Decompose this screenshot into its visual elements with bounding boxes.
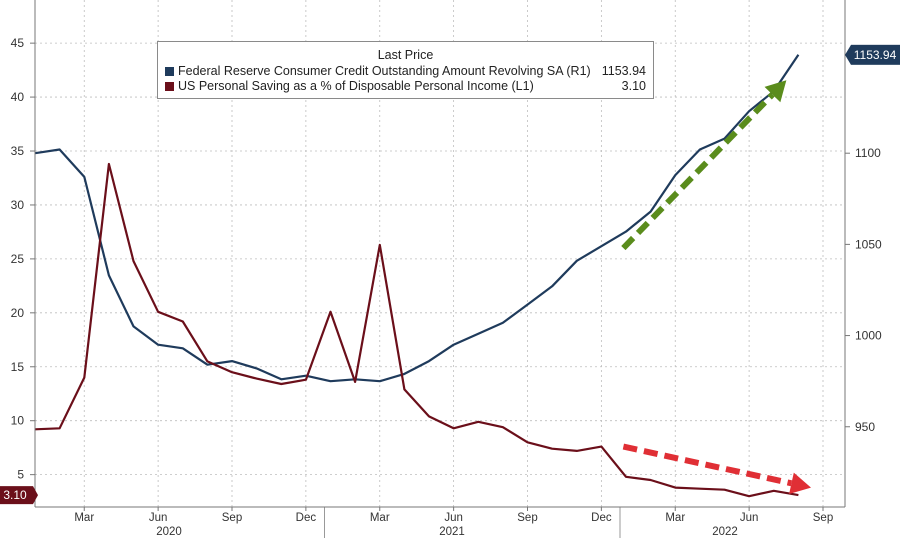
legend-swatch-saving-rate: [165, 82, 174, 91]
legend-item-consumer-credit: Federal Reserve Consumer Credit Outstand…: [158, 64, 653, 79]
x-tick-label-7: Dec: [591, 512, 612, 524]
x-tick-label-5: Jun: [444, 512, 463, 524]
year-label-2: 2022: [712, 526, 738, 538]
year-dividers: [324, 507, 621, 538]
legend-label-saving-rate: US Personal Saving as a % of Disposable …: [178, 79, 534, 93]
left-last-value-label: 3.10: [3, 488, 27, 502]
right-tick-label-2: 1050: [855, 237, 882, 251]
left-tick-label-1: 10: [11, 414, 25, 428]
consumer-credit-line: [35, 54, 800, 383]
x-tick-label-8: Mar: [665, 512, 685, 524]
legend-label-consumer-credit: Federal Reserve Consumer Credit Outstand…: [178, 64, 591, 78]
x-tick-label-0: Mar: [74, 512, 94, 524]
annotation-layer: [621, 80, 811, 495]
x-tick-label-4: Mar: [370, 512, 390, 524]
x-tick-label-1: Jun: [149, 512, 168, 524]
red-trend-arrow-shaft: [622, 443, 793, 487]
red-trend-arrow-head: [789, 472, 811, 495]
x-tick-label-2: Sep: [222, 512, 242, 524]
saving-rate-line: [35, 162, 799, 498]
x-axis-year-labels: 2020 2021 2022: [156, 526, 738, 538]
right-axis-ticks: 950 1000 1050 1100: [845, 146, 882, 434]
green-trend-arrow-shaft: [621, 92, 775, 251]
left-last-value-tag: [0, 486, 33, 505]
left-tick-label-7: 40: [11, 90, 25, 104]
left-tick-label-4: 25: [11, 252, 25, 266]
left-tick-label-6: 35: [11, 144, 25, 158]
legend-value-consumer-credit: 1153.94: [601, 64, 646, 78]
right-tick-label-3: 1100: [855, 146, 881, 160]
legend-value-saving-rate: 3.10: [621, 79, 646, 93]
series-layer: [35, 54, 800, 498]
right-tick-label-1: 1000: [855, 329, 882, 343]
left-tick-label-0: 5: [17, 468, 24, 482]
left-tick-label-2: 15: [11, 360, 25, 374]
left-axis-ticks: 5 10 15 20 25 30 35 40 45: [11, 36, 35, 482]
left-last-value-tag-pointer: [33, 486, 38, 505]
x-tick-label-3: Dec: [296, 512, 317, 524]
x-tick-label-10: Sep: [813, 512, 833, 524]
year-label-0: 2020: [156, 526, 182, 538]
x-axis-ticks: Mar Jun Sep Dec Mar Jun Sep Dec Mar Jun Sep: [74, 507, 833, 524]
legend-box: Last Price Federal Reserve Consumer Cred…: [157, 41, 654, 99]
right-last-value-label: 1153.94: [854, 48, 897, 62]
year-label-1: 2021: [439, 526, 465, 538]
legend-item-saving-rate: US Personal Saving as a % of Disposable …: [158, 79, 653, 94]
left-tick-label-5: 30: [11, 198, 25, 212]
right-tick-label-0: 950: [855, 420, 875, 434]
legend-title: Last Price: [377, 48, 434, 62]
left-tick-label-3: 20: [11, 306, 25, 320]
green-trend-arrow-head: [764, 80, 787, 103]
legend-swatch-consumer-credit: [165, 67, 174, 76]
left-tick-label-8: 45: [11, 36, 25, 50]
x-tick-label-6: Sep: [517, 512, 537, 524]
right-last-value-tag: [851, 44, 900, 65]
right-last-value-tag-pointer: [845, 44, 851, 65]
x-tick-label-9: Jun: [740, 512, 759, 524]
